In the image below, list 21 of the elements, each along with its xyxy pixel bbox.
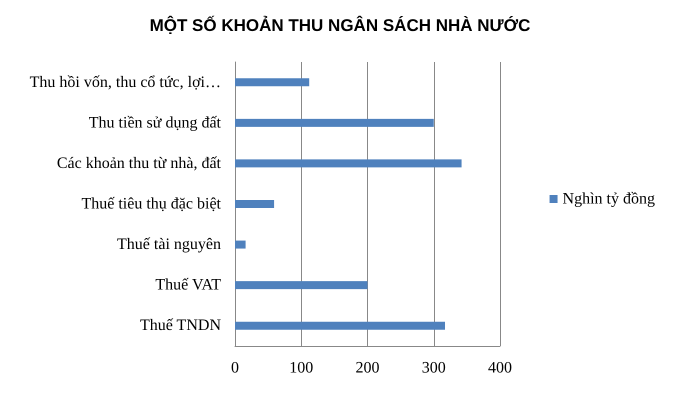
bar: [235, 240, 246, 249]
x-tick-label: 300: [422, 360, 446, 376]
y-tick-label: Thuế tiêu thụ đặc biệt: [81, 196, 222, 212]
bar: [235, 78, 310, 86]
bar: [235, 200, 274, 208]
x-tick-label: 400: [488, 360, 512, 376]
x-tick-label: 0: [231, 360, 239, 376]
y-tick-label: Thu tiền sử dụng đất: [88, 114, 222, 132]
y-tick-label: Các khoản thu từ nhà, đất: [56, 154, 222, 172]
bar: [235, 281, 368, 290]
legend-label: Nghìn tỷ đồng: [562, 190, 656, 208]
y-tick-label: Thu hồi vốn, thu cổ tức, lợi…: [30, 74, 221, 91]
x-tick-label: 100: [289, 360, 314, 376]
y-tick-label: Thuế TNDN: [140, 317, 222, 334]
chart-title: MỘT SỐ KHOẢN THU NGÂN SÁCH NHÀ NƯỚC: [150, 15, 530, 35]
x-tick-label: 200: [356, 360, 380, 376]
y-tick-label: Thuế VAT: [155, 276, 222, 294]
y-tick-label: Thuế tài nguyên: [117, 236, 221, 254]
bar: [235, 159, 462, 168]
bar: [235, 322, 446, 330]
bar: [235, 118, 434, 127]
